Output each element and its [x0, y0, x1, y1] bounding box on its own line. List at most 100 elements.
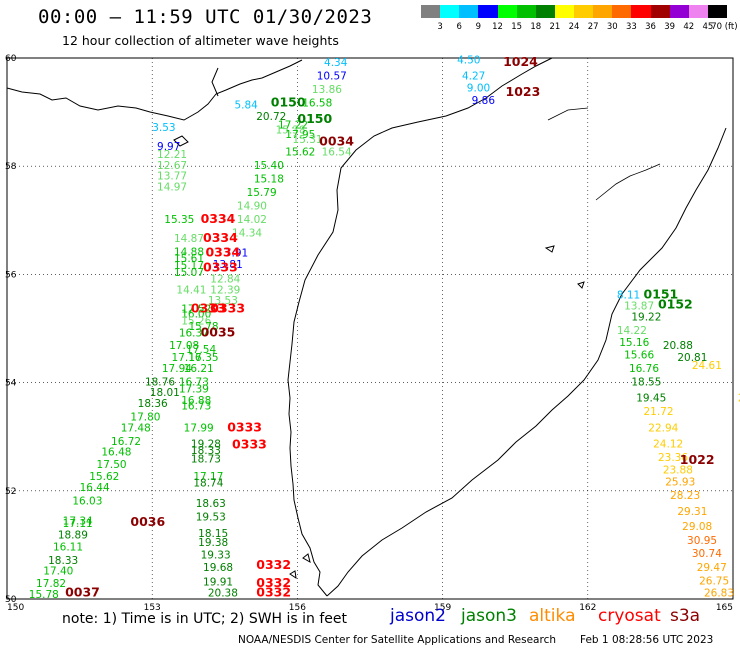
wave-height-value: 16.44 [80, 482, 110, 494]
colorbar-swatch [593, 5, 613, 18]
wave-height-value: 17.99 [184, 422, 214, 434]
wave-height-value: 17.35 [189, 352, 219, 364]
pass-time-label: 0334 [201, 211, 236, 226]
footer-note: note: 1) Time is in UTC; 2) SWH is in fe… [62, 611, 348, 627]
wave-height-value: 16.72 [111, 436, 141, 448]
wave-height-value: 21.72 [643, 406, 673, 418]
wave-height-value: 30.74 [692, 548, 722, 560]
wave-height-value: 20.81 [677, 352, 707, 364]
pass-time-label: 0333 [227, 419, 262, 434]
wave-height-value: 16.58 [302, 98, 332, 110]
wave-height-value: 18.55 [631, 376, 661, 388]
pass-time-label: 0034 [319, 134, 354, 149]
wave-height-value: 15.07 [174, 267, 204, 279]
kamchatka-east-coast [326, 127, 727, 597]
wave-height-value: 17.39 [179, 383, 209, 395]
pass-time-label: 0332 [256, 575, 291, 590]
wave-height-value: 14.41 [176, 284, 206, 296]
colorbar-label: 39 [664, 22, 676, 32]
lon-tick-label: 165 [716, 603, 733, 610]
river-2 [547, 107, 589, 121]
wave-height-value: 15.35 [164, 214, 194, 226]
magadan-coast [6, 59, 303, 121]
pass-time-label: 0151 [643, 287, 678, 302]
wave-height-value: 17.82 [36, 578, 66, 590]
wave-height-value: 15.61 [174, 253, 204, 265]
river-1 [595, 163, 661, 201]
wave-height-value: 18.76 [145, 376, 175, 388]
wave-height-value: 18.33 [191, 445, 221, 457]
wave-height-value: 25.93 [665, 476, 695, 488]
wave-height-value: 18.01 [150, 387, 180, 399]
colorbar-label: 42 [683, 22, 695, 32]
pass-time-label: 0150 [271, 95, 306, 110]
pass-time-label: 1022 [680, 452, 715, 467]
colorbar-swatch [440, 5, 460, 18]
wave-height-value: 15.26 [181, 316, 211, 328]
wave-height-value: 15.31 [293, 134, 323, 146]
satellite-legend-cryosat: cryosat [598, 606, 661, 626]
pass-time-label: 0037 [65, 584, 100, 599]
wave-height-value: 15.62 [285, 146, 315, 158]
wave-height-value: 18.36 [138, 398, 168, 410]
wave-height-value: 20.72 [256, 111, 286, 123]
pass-time-label: 0334 [203, 230, 238, 245]
colorbar-swatch [650, 5, 670, 18]
lat-tick-label: 52 [5, 487, 16, 497]
wave-height-value: 19.28 [191, 439, 221, 451]
island-1 [173, 135, 189, 147]
wave-height-value: 4.27 [462, 71, 485, 83]
pass-time-labels: 0150015000341024102303340334033403330333… [65, 54, 714, 599]
chart-subtitle: 12 hour collection of altimeter wave hei… [62, 33, 339, 48]
colorbar-label: 27 [587, 22, 599, 32]
wave-height-value: 18.89 [58, 529, 88, 541]
pass-time-label: 0036 [130, 514, 165, 529]
lon-tick-label: 153 [144, 603, 161, 610]
wave-height-value: 24.61 [692, 360, 722, 372]
wave-height-value: 16.73 [179, 376, 209, 388]
wave-height-value: 15.66 [624, 349, 654, 361]
wave-height-value: 9.97 [157, 141, 180, 153]
wave-height-value: 13.87 [624, 301, 654, 313]
pass-time-label: 0333 [191, 300, 226, 315]
satellite-legend-jason2: jason2 [390, 606, 446, 626]
wave-height-value: 18.63 [196, 498, 226, 510]
wave-height-value: 14.90 [237, 200, 267, 212]
wave-height-value: 19.38 [198, 537, 228, 549]
wave-height-value: 30.95 [687, 535, 717, 547]
colorbar-swatch [421, 5, 441, 18]
colorbar-swatch [631, 5, 651, 18]
wave-height-value: 29.08 [682, 521, 712, 533]
lat-tick-label: 58 [5, 162, 17, 172]
pass-time-label: 0152 [658, 296, 693, 311]
axis-tick-labels: 150 153 156 159 162 165 50 52 54 56 58 60 [5, 54, 733, 610]
wave-height-value: 17.34 [63, 515, 93, 527]
wave-height-value: 23.36 [658, 452, 688, 464]
wave-height-value: 18.73 [191, 454, 221, 466]
wave-height-value: 17.50 [97, 459, 127, 471]
wave-height-value: 4.34 [324, 57, 348, 69]
colorbar-label: 3 [437, 22, 443, 32]
wave-height-value: 17.40 [43, 566, 73, 578]
colorbar-label: 15 [511, 22, 523, 32]
wave-height-value: 17.52 [181, 303, 211, 315]
wave-height-value: 16.76 [629, 363, 659, 375]
wave-height-value: 29.31 [677, 506, 707, 518]
wave-height-value: 15.40 [254, 160, 284, 172]
colorbar-label: 33 [625, 22, 637, 32]
colorbar-swatch [535, 5, 555, 18]
wave-height-value: 15.16 [619, 337, 649, 349]
wave-height-value: 14.34 [232, 228, 262, 240]
colorbar-swatch [707, 5, 727, 18]
wave-height-value: 16.88 [181, 395, 211, 407]
wave-height-value: 15.78 [29, 589, 59, 601]
colorbar-label: 21 [549, 22, 561, 32]
wave-height-value: 12.84 [210, 274, 240, 286]
wave-height-value: 13.81 [213, 259, 243, 271]
wave-height-value: 19.68 [203, 562, 233, 574]
grid-lines [6, 57, 734, 600]
wave-height-value: 22.94 [648, 422, 678, 434]
wave-height-value: 29.47 [697, 562, 727, 574]
